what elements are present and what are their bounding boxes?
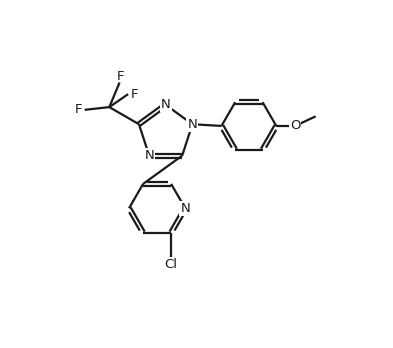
Text: N: N <box>144 149 154 162</box>
Text: F: F <box>130 88 138 101</box>
Text: N: N <box>187 118 197 131</box>
Text: N: N <box>161 98 171 111</box>
Text: O: O <box>290 119 300 133</box>
Text: F: F <box>117 70 124 83</box>
Text: N: N <box>180 202 190 215</box>
Text: Cl: Cl <box>165 258 178 270</box>
Text: F: F <box>75 103 82 116</box>
